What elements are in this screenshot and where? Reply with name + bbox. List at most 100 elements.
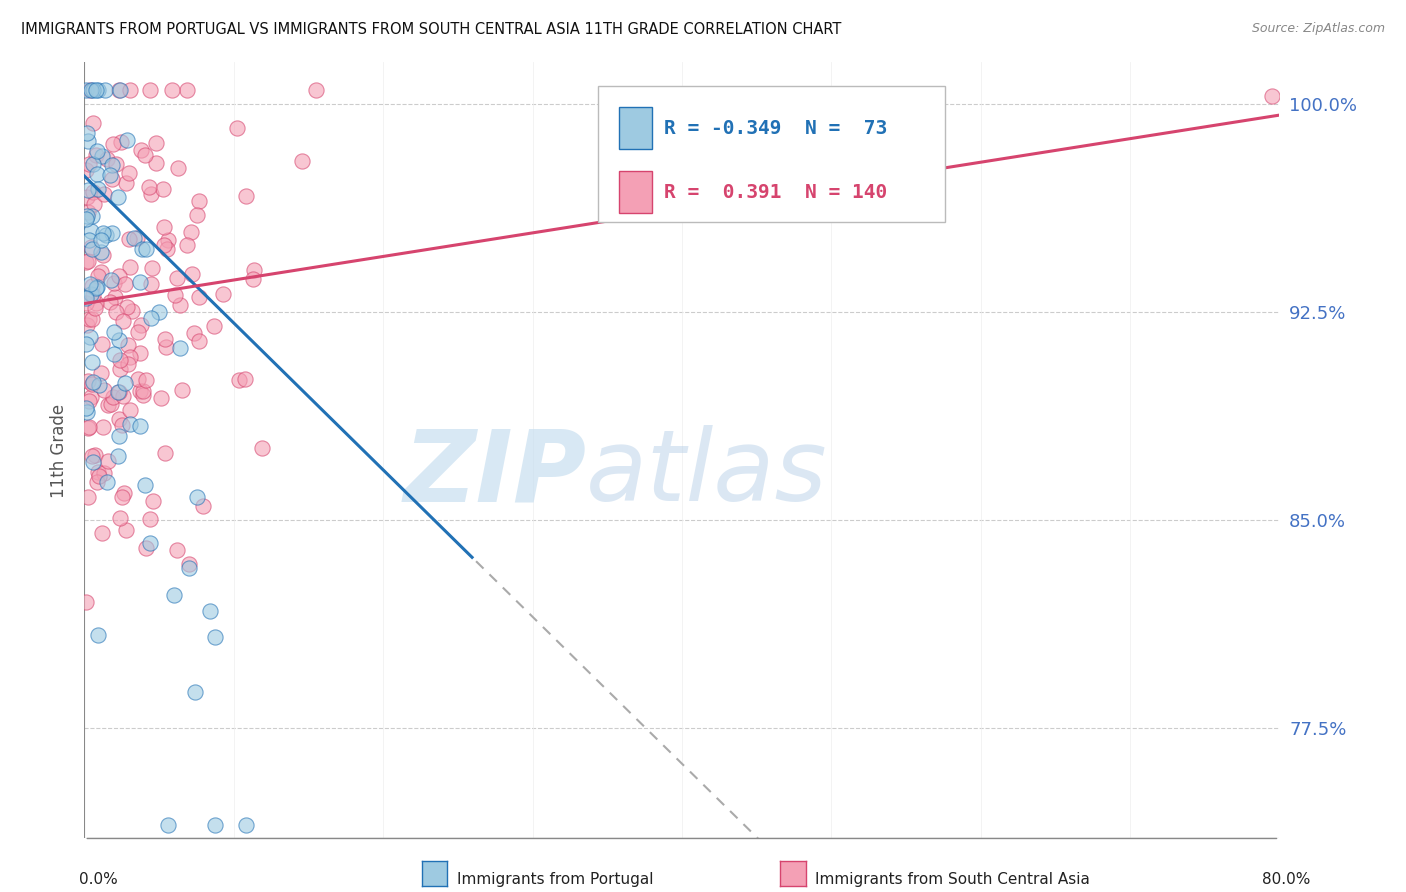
Point — [108, 83, 131, 97]
Point — [80, 390, 103, 404]
Point — [91, 226, 114, 240]
Point — [101, 171, 124, 186]
Point — [187, 194, 209, 208]
Point — [129, 143, 152, 157]
Point — [127, 231, 149, 245]
Point — [184, 684, 207, 698]
Point — [134, 477, 156, 491]
Point — [82, 376, 104, 390]
Point — [167, 161, 190, 175]
Point — [111, 313, 134, 327]
Point — [77, 490, 100, 504]
Point — [165, 287, 187, 301]
Point — [111, 490, 134, 504]
Point — [129, 384, 152, 398]
Y-axis label: 11th Grade: 11th Grade — [49, 403, 67, 498]
Point — [242, 262, 264, 277]
Point — [84, 449, 107, 463]
Point — [120, 417, 142, 431]
Point — [79, 83, 101, 97]
Point — [87, 182, 110, 196]
Point — [187, 334, 209, 349]
Point — [202, 318, 225, 333]
Point — [108, 268, 131, 283]
Point — [149, 391, 172, 405]
Point — [183, 326, 205, 341]
Point — [156, 233, 179, 247]
Point — [100, 396, 122, 410]
Point — [118, 232, 141, 246]
Point — [193, 499, 215, 513]
Point — [163, 588, 186, 602]
Point — [84, 296, 107, 310]
Text: Immigrants from Portugal: Immigrants from Portugal — [457, 872, 654, 888]
Point — [153, 238, 176, 252]
Point — [90, 233, 112, 247]
Point — [77, 394, 100, 409]
Point — [91, 248, 114, 262]
Point — [162, 83, 184, 97]
Point — [80, 224, 103, 238]
Point — [80, 287, 103, 301]
FancyBboxPatch shape — [599, 86, 945, 221]
Point — [84, 280, 107, 294]
Point — [75, 163, 97, 178]
Point — [75, 211, 97, 226]
Point — [200, 604, 222, 618]
Point — [90, 265, 112, 279]
Point — [139, 311, 162, 326]
Point — [141, 261, 163, 276]
Point — [108, 362, 131, 376]
Point — [82, 83, 104, 97]
Text: R = -0.349  N =  73: R = -0.349 N = 73 — [664, 119, 887, 137]
Point — [90, 366, 112, 380]
Point — [121, 304, 143, 318]
Point — [132, 388, 155, 402]
Point — [169, 341, 191, 355]
Text: 80.0%: 80.0% — [1263, 872, 1310, 888]
Point — [139, 186, 162, 201]
Point — [131, 242, 153, 256]
Point — [86, 475, 108, 490]
Point — [145, 156, 167, 170]
Point — [304, 83, 326, 97]
Point — [117, 357, 139, 371]
Point — [250, 441, 273, 455]
Point — [180, 267, 202, 281]
Point — [75, 595, 97, 609]
Point — [91, 419, 114, 434]
Point — [120, 83, 142, 97]
Point — [135, 242, 157, 256]
Text: 0.0%: 0.0% — [79, 872, 118, 888]
Point — [80, 83, 103, 97]
Point — [1261, 88, 1284, 103]
Point — [87, 377, 110, 392]
Point — [82, 455, 104, 469]
Point — [98, 294, 121, 309]
Point — [235, 817, 257, 831]
Text: Immigrants from South Central Asia: Immigrants from South Central Asia — [815, 872, 1091, 888]
Point — [75, 291, 97, 305]
Point — [128, 345, 150, 359]
Point — [120, 403, 142, 417]
Point — [76, 254, 98, 268]
Point — [75, 83, 97, 97]
Point — [115, 176, 138, 190]
Point — [117, 338, 139, 352]
Point — [103, 347, 125, 361]
Point — [114, 523, 136, 537]
Point — [114, 277, 136, 291]
Point — [117, 133, 139, 147]
Point — [93, 383, 115, 397]
Point — [176, 83, 198, 97]
Point — [118, 166, 141, 180]
Point — [79, 277, 101, 291]
Point — [139, 277, 162, 292]
Point — [235, 189, 257, 203]
Point — [90, 336, 112, 351]
Point — [179, 561, 201, 575]
Point — [94, 227, 117, 242]
Point — [103, 276, 125, 290]
Point — [82, 288, 104, 302]
Point — [96, 475, 118, 490]
